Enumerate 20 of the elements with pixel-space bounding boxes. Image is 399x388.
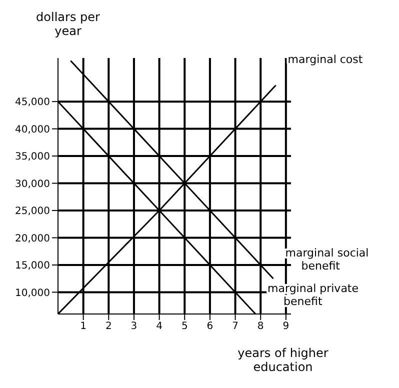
x-tick-label: 5 (181, 321, 188, 332)
x-tick-label: 4 (156, 321, 162, 332)
y-tick-label: 15,000 (15, 260, 50, 272)
x-tick-label: 7 (232, 321, 238, 332)
x-axis-title: years of higher education (236, 346, 330, 374)
y-tick-label: 25,000 (15, 206, 50, 218)
x-tick-label: 9 (282, 321, 290, 332)
y-tick-label: 45,000 (15, 97, 50, 108)
x-tick-label: 1 (80, 321, 87, 332)
x-tick-label: 8 (257, 321, 264, 332)
x-tick-label: 3 (130, 321, 138, 332)
y-tick-label: 40,000 (15, 124, 50, 136)
x-tick-label: 2 (105, 321, 112, 332)
y-tick-label: 20,000 (15, 233, 50, 244)
y-tick-label: 30,000 (15, 178, 50, 190)
x-tick-label: 6 (206, 321, 214, 332)
y-axis-title: dollars per year (35, 10, 101, 38)
y-tick-label: 35,000 (15, 152, 50, 163)
text: marginal cost (288, 53, 364, 66)
y-tick-label: 10,000 (15, 288, 50, 299)
